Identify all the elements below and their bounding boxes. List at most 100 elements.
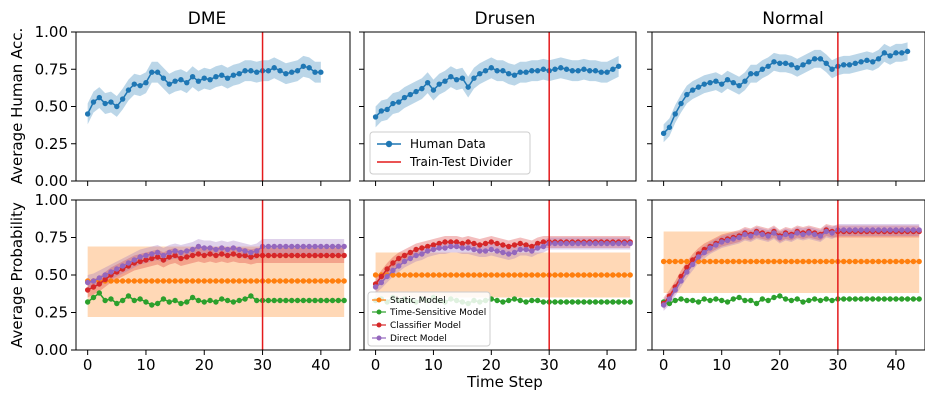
point-human [563, 66, 570, 72]
point-direct [294, 243, 301, 250]
point-human [453, 76, 460, 83]
point-human [189, 74, 196, 80]
point-static [615, 272, 622, 278]
point-static [172, 278, 178, 284]
point-direct [271, 243, 277, 250]
point-static [265, 278, 272, 284]
point-human [759, 66, 766, 72]
point-direct [131, 257, 137, 263]
point-static [823, 258, 829, 265]
point-static [242, 278, 248, 284]
point-direct [858, 227, 864, 233]
point-classifier [448, 239, 454, 245]
point-human [684, 91, 690, 98]
point-static [248, 278, 254, 284]
point-classifier [689, 257, 696, 263]
x-tick-label: 40 [598, 356, 617, 374]
point-human [254, 69, 260, 75]
point-classifier [407, 249, 413, 256]
point-classifier [248, 254, 254, 260]
panel-1 [359, 31, 637, 186]
band-human [663, 42, 908, 143]
point-human [523, 69, 529, 75]
y-tick-label: 0.50 [35, 266, 68, 284]
point-direct [102, 272, 108, 278]
point-static [323, 278, 330, 284]
point-time [265, 297, 272, 304]
point-direct [615, 240, 622, 247]
point-time [575, 299, 581, 305]
point-time [604, 299, 610, 305]
point-time [335, 297, 342, 304]
point-human [604, 69, 610, 75]
point-direct [563, 240, 570, 247]
point-classifier [488, 239, 495, 245]
point-static [160, 278, 167, 284]
point-classifier [236, 252, 242, 259]
point-static [119, 278, 126, 284]
point-direct [494, 248, 500, 254]
point-direct [401, 258, 408, 265]
point-static [552, 272, 558, 278]
point-classifier [442, 239, 448, 245]
point-direct [453, 243, 460, 250]
point-human [119, 96, 126, 102]
point-classifier [224, 252, 231, 259]
point-static [592, 272, 599, 278]
point-direct [96, 275, 103, 281]
point-classifier [137, 258, 143, 265]
point-direct [864, 227, 870, 233]
point-classifier [143, 257, 149, 263]
point-human [213, 74, 219, 80]
point-static [719, 258, 725, 265]
point-direct [598, 240, 604, 247]
point-direct [384, 273, 390, 280]
y-tick-label: 1.00 [35, 191, 68, 209]
y-tick-label: 0.25 [35, 135, 68, 153]
point-time [753, 300, 760, 307]
legend-static-marker [376, 297, 382, 303]
point-time [864, 296, 870, 302]
point-static [137, 278, 143, 284]
point-direct [672, 287, 678, 293]
point-direct [230, 245, 237, 251]
point-direct [396, 263, 402, 269]
point-time [777, 293, 783, 299]
point-direct [505, 251, 512, 257]
point-direct [341, 243, 347, 250]
point-time [277, 297, 283, 304]
point-time [125, 293, 132, 299]
point-time [184, 299, 190, 305]
point-static [806, 258, 812, 265]
point-direct [335, 243, 342, 250]
point-classifier [242, 252, 248, 259]
point-time [887, 296, 893, 302]
point-time [598, 299, 604, 305]
point-time [689, 297, 696, 304]
point-classifier [312, 252, 318, 259]
point-direct [765, 233, 771, 239]
point-static [424, 272, 431, 278]
point-static [195, 278, 202, 284]
point-human [488, 65, 495, 71]
point-time [558, 299, 564, 305]
point-time [283, 297, 289, 304]
point-human [477, 71, 483, 77]
point-direct [289, 243, 295, 250]
point-human [494, 68, 500, 74]
point-time [318, 297, 324, 304]
point-static [149, 278, 155, 284]
point-static [166, 278, 172, 284]
point-human [396, 99, 402, 105]
point-classifier [254, 252, 260, 259]
point-direct [277, 243, 283, 250]
point-direct [587, 240, 593, 247]
point-classifier [511, 242, 518, 248]
point-classifier [154, 254, 161, 260]
point-human [413, 88, 419, 95]
point-human [448, 74, 454, 80]
point-classifier [207, 251, 213, 257]
point-direct [759, 231, 766, 238]
point-time [102, 297, 108, 304]
y-tick-label: 0.75 [35, 229, 68, 247]
